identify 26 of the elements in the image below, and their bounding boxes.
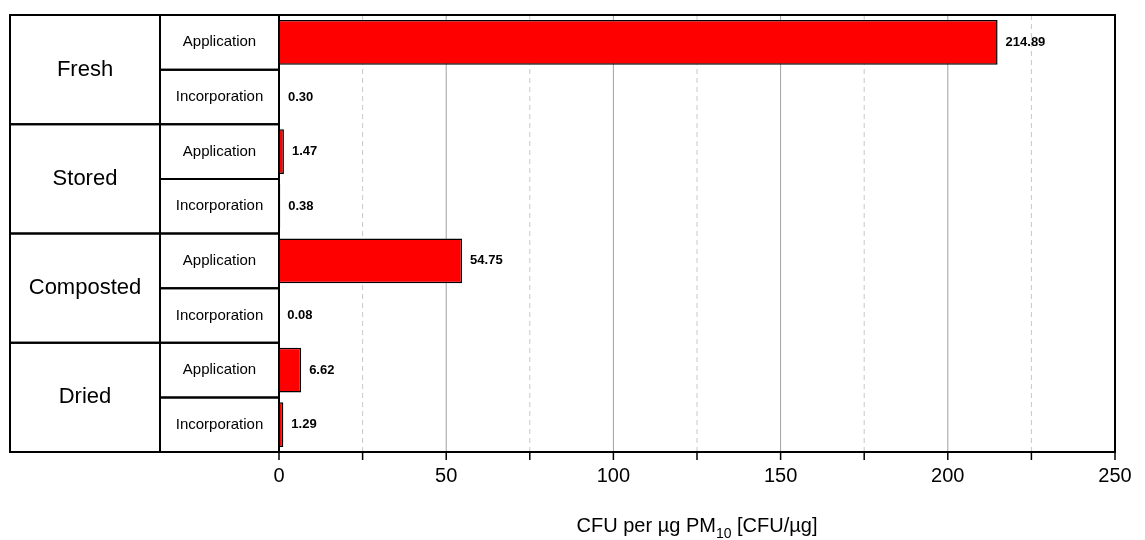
y-tick-label: Application [182,141,257,159]
data-label: 0.38 [288,197,314,213]
x-tick-label: 150 [763,463,798,486]
text: Dried [58,383,112,409]
data-label: 0.30 [288,88,314,104]
text: Composted [28,274,142,300]
y-tick-label: Application [182,360,257,378]
x-tick-label: 200 [931,463,965,486]
text: Fresh [56,55,114,81]
data-label: 1.47 [291,143,318,159]
data-label: 0.08 [287,307,313,323]
y-tick-label: Application [182,32,257,50]
y-tick-label: Incorporation [175,305,264,323]
y-tick-label: Incorporation [175,414,264,432]
y-tick-label: Application [182,250,257,268]
data-label: 1.29 [291,416,317,432]
data-label: 54.75 [470,252,503,268]
x-tick-label: 250 [1098,463,1132,486]
x-tick-label: 0 [273,463,285,486]
x-tick-label: 50 [435,463,458,486]
text: Stored [52,164,118,190]
data-label: 214.89 [1005,33,1046,49]
data-label: 6.62 [309,361,335,377]
y-tick-label: Incorporation [175,196,264,214]
x-tick-label: 100 [596,463,631,486]
y-tick-label: Incorporation [175,87,264,105]
